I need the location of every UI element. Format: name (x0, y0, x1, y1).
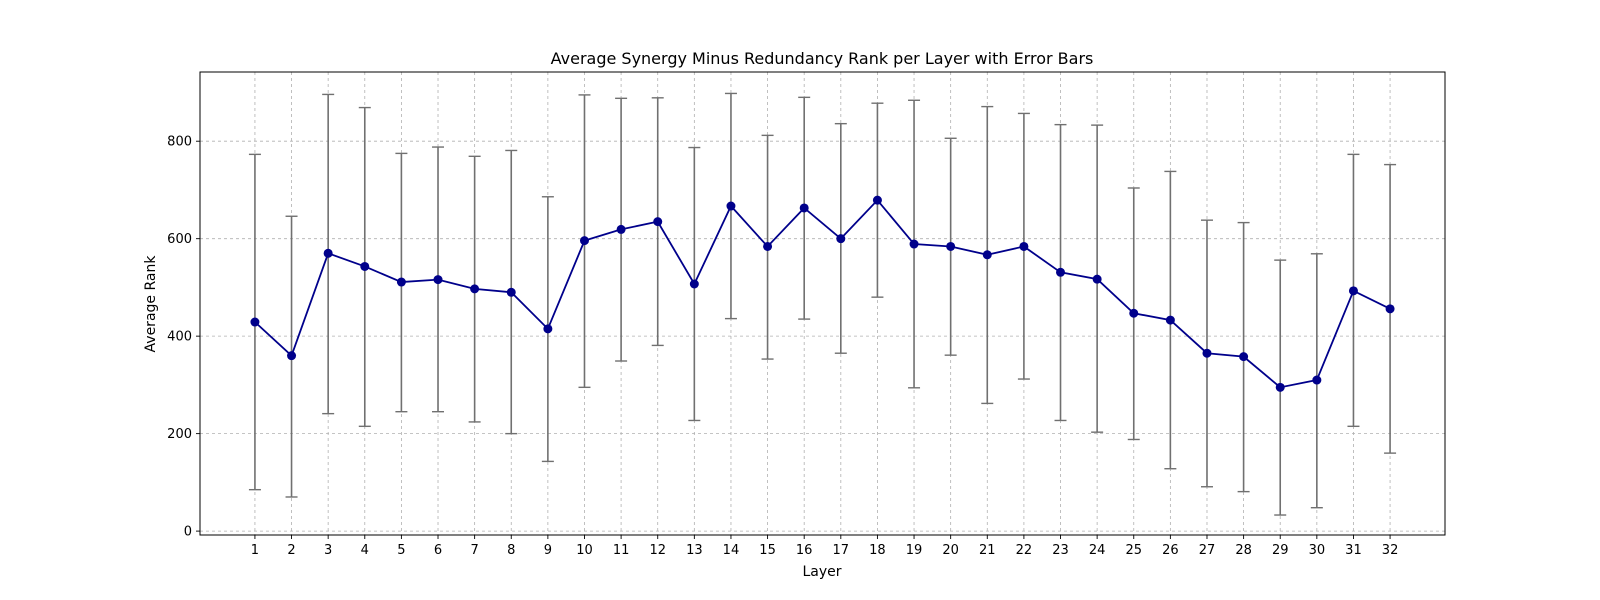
data-point (1056, 267, 1066, 277)
x-tick-label: 29 (1272, 543, 1289, 558)
data-point (799, 203, 809, 213)
x-tick-label: 20 (942, 543, 959, 558)
data-point (1092, 274, 1102, 284)
data-point (396, 277, 406, 287)
x-axis-label: Layer (802, 564, 841, 580)
y-tick-label: 800 (167, 135, 192, 150)
x-tick-label: 5 (397, 543, 405, 558)
data-point (287, 351, 297, 361)
x-axis-ticks: 1 2 3 4 5 6 7 8 9 10 11 12 13 14 15 16 17 18 19 20 21 22 23 24 2… (251, 535, 1399, 558)
x-tick-label: 9 (544, 543, 552, 558)
x-tick-label: 14 (723, 543, 740, 558)
data-point (946, 241, 956, 251)
data-point (763, 241, 773, 251)
x-tick-label: 3 (324, 543, 332, 558)
x-tick-label: 7 (470, 543, 478, 558)
data-point (1275, 382, 1285, 392)
data-point (689, 279, 699, 289)
data-point (323, 248, 333, 258)
x-tick-label: 6 (434, 543, 442, 558)
y-tick-label: 200 (167, 427, 192, 442)
data-point (360, 261, 370, 271)
series-line-group (254, 198, 1391, 389)
x-tick-label: 12 (649, 543, 666, 558)
x-tick-label: 17 (833, 543, 850, 558)
y-axis-ticks: 0 200 400 600 800 (167, 135, 200, 540)
y-tick-label: 600 (167, 232, 192, 247)
x-tick-label: 31 (1345, 543, 1362, 558)
y-tick-label: 400 (167, 330, 192, 345)
data-point (250, 317, 260, 327)
data-point (543, 324, 553, 334)
data-point (1202, 348, 1212, 358)
data-point (1239, 352, 1249, 362)
data-point (579, 236, 589, 246)
data-point (470, 284, 480, 294)
data-point (982, 250, 992, 260)
x-tick-label: 2 (287, 543, 295, 558)
data-point (1312, 375, 1322, 385)
data-point (1129, 308, 1139, 318)
data-point (726, 201, 736, 211)
x-tick-label: 11 (613, 543, 630, 558)
grid (200, 72, 1445, 535)
x-tick-label: 28 (1235, 543, 1252, 558)
x-tick-label: 23 (1052, 543, 1069, 558)
data-points (250, 195, 1395, 392)
data-point (616, 224, 626, 234)
x-tick-label: 8 (507, 543, 515, 558)
x-tick-label: 10 (576, 543, 593, 558)
x-tick-label: 32 (1382, 543, 1399, 558)
data-point (872, 195, 882, 205)
x-tick-label: 26 (1162, 543, 1179, 558)
x-tick-label: 15 (759, 543, 776, 558)
chart-title: Average Synergy Minus Redundancy Rank pe… (551, 49, 1094, 68)
y-axis-label: Average Rank (143, 255, 159, 353)
x-tick-label: 27 (1199, 543, 1216, 558)
x-tick-label: 30 (1309, 543, 1326, 558)
y-tick-label: 0 (184, 525, 192, 540)
data-point (1165, 315, 1175, 325)
x-tick-label: 16 (796, 543, 813, 558)
x-tick-label: 1 (251, 543, 259, 558)
x-tick-label: 24 (1089, 543, 1106, 558)
x-tick-label: 4 (361, 543, 369, 558)
data-point (1385, 304, 1395, 314)
x-tick-label: 19 (906, 543, 923, 558)
x-tick-label: 25 (1125, 543, 1142, 558)
data-point (909, 239, 919, 249)
error-bars (248, 92, 1397, 516)
data-point (506, 287, 516, 297)
x-tick-label: 22 (1016, 543, 1033, 558)
series-line (254, 198, 1391, 389)
data-point (1019, 241, 1029, 251)
x-tick-label: 13 (686, 543, 703, 558)
x-tick-label: 21 (979, 543, 996, 558)
data-point (836, 234, 846, 244)
data-point (433, 275, 443, 285)
plot-frame (199, 71, 1446, 536)
x-tick-label: 18 (869, 543, 886, 558)
data-point (1348, 286, 1358, 296)
data-point (653, 217, 663, 227)
